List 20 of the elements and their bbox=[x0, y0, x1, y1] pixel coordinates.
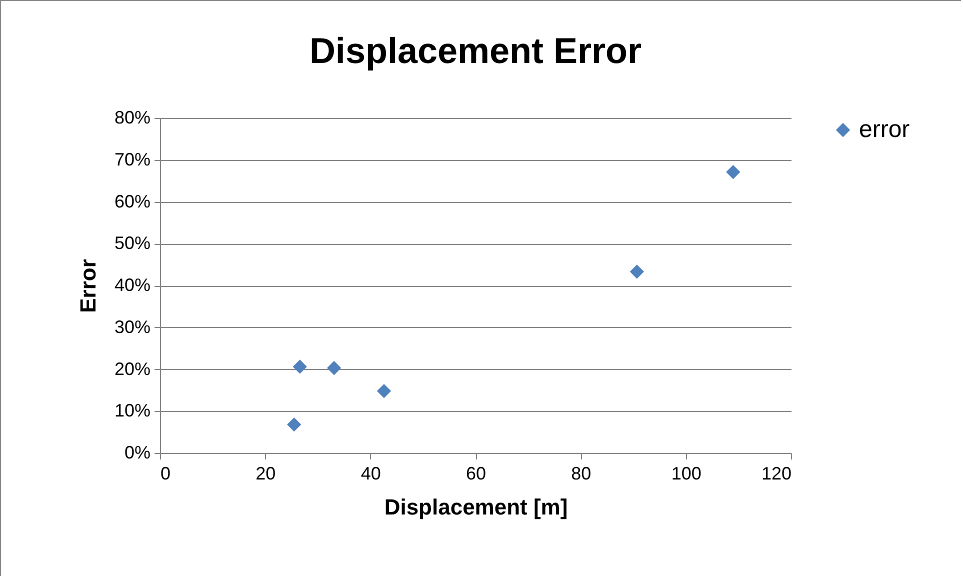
y-tick-label: 80% bbox=[114, 108, 150, 128]
y-axis-title: Error bbox=[75, 258, 100, 313]
x-tick-label: 40 bbox=[360, 464, 381, 484]
y-tick-label: 70% bbox=[114, 149, 150, 170]
y-tick-label: 30% bbox=[114, 316, 150, 337]
y-tick-label: 60% bbox=[114, 191, 150, 212]
x-tick-label: 20 bbox=[256, 464, 276, 484]
y-tick-label: 50% bbox=[114, 233, 150, 254]
y-tick-label: 10% bbox=[114, 400, 150, 421]
chart-title: Displacement Error bbox=[309, 30, 642, 71]
x-tick-label: 0 bbox=[160, 464, 171, 484]
x-tick-label: 100 bbox=[671, 464, 702, 484]
y-tick-label: 0% bbox=[124, 442, 150, 462]
x-tick-label: 120 bbox=[761, 464, 792, 484]
x-tick-label: 60 bbox=[466, 464, 486, 484]
y-tick-label: 40% bbox=[114, 275, 150, 295]
legend-label: error bbox=[859, 116, 910, 143]
x-axis-title: Displacement [m] bbox=[384, 494, 568, 520]
x-tick-label: 80 bbox=[571, 464, 592, 484]
y-tick-label: 20% bbox=[114, 358, 150, 379]
